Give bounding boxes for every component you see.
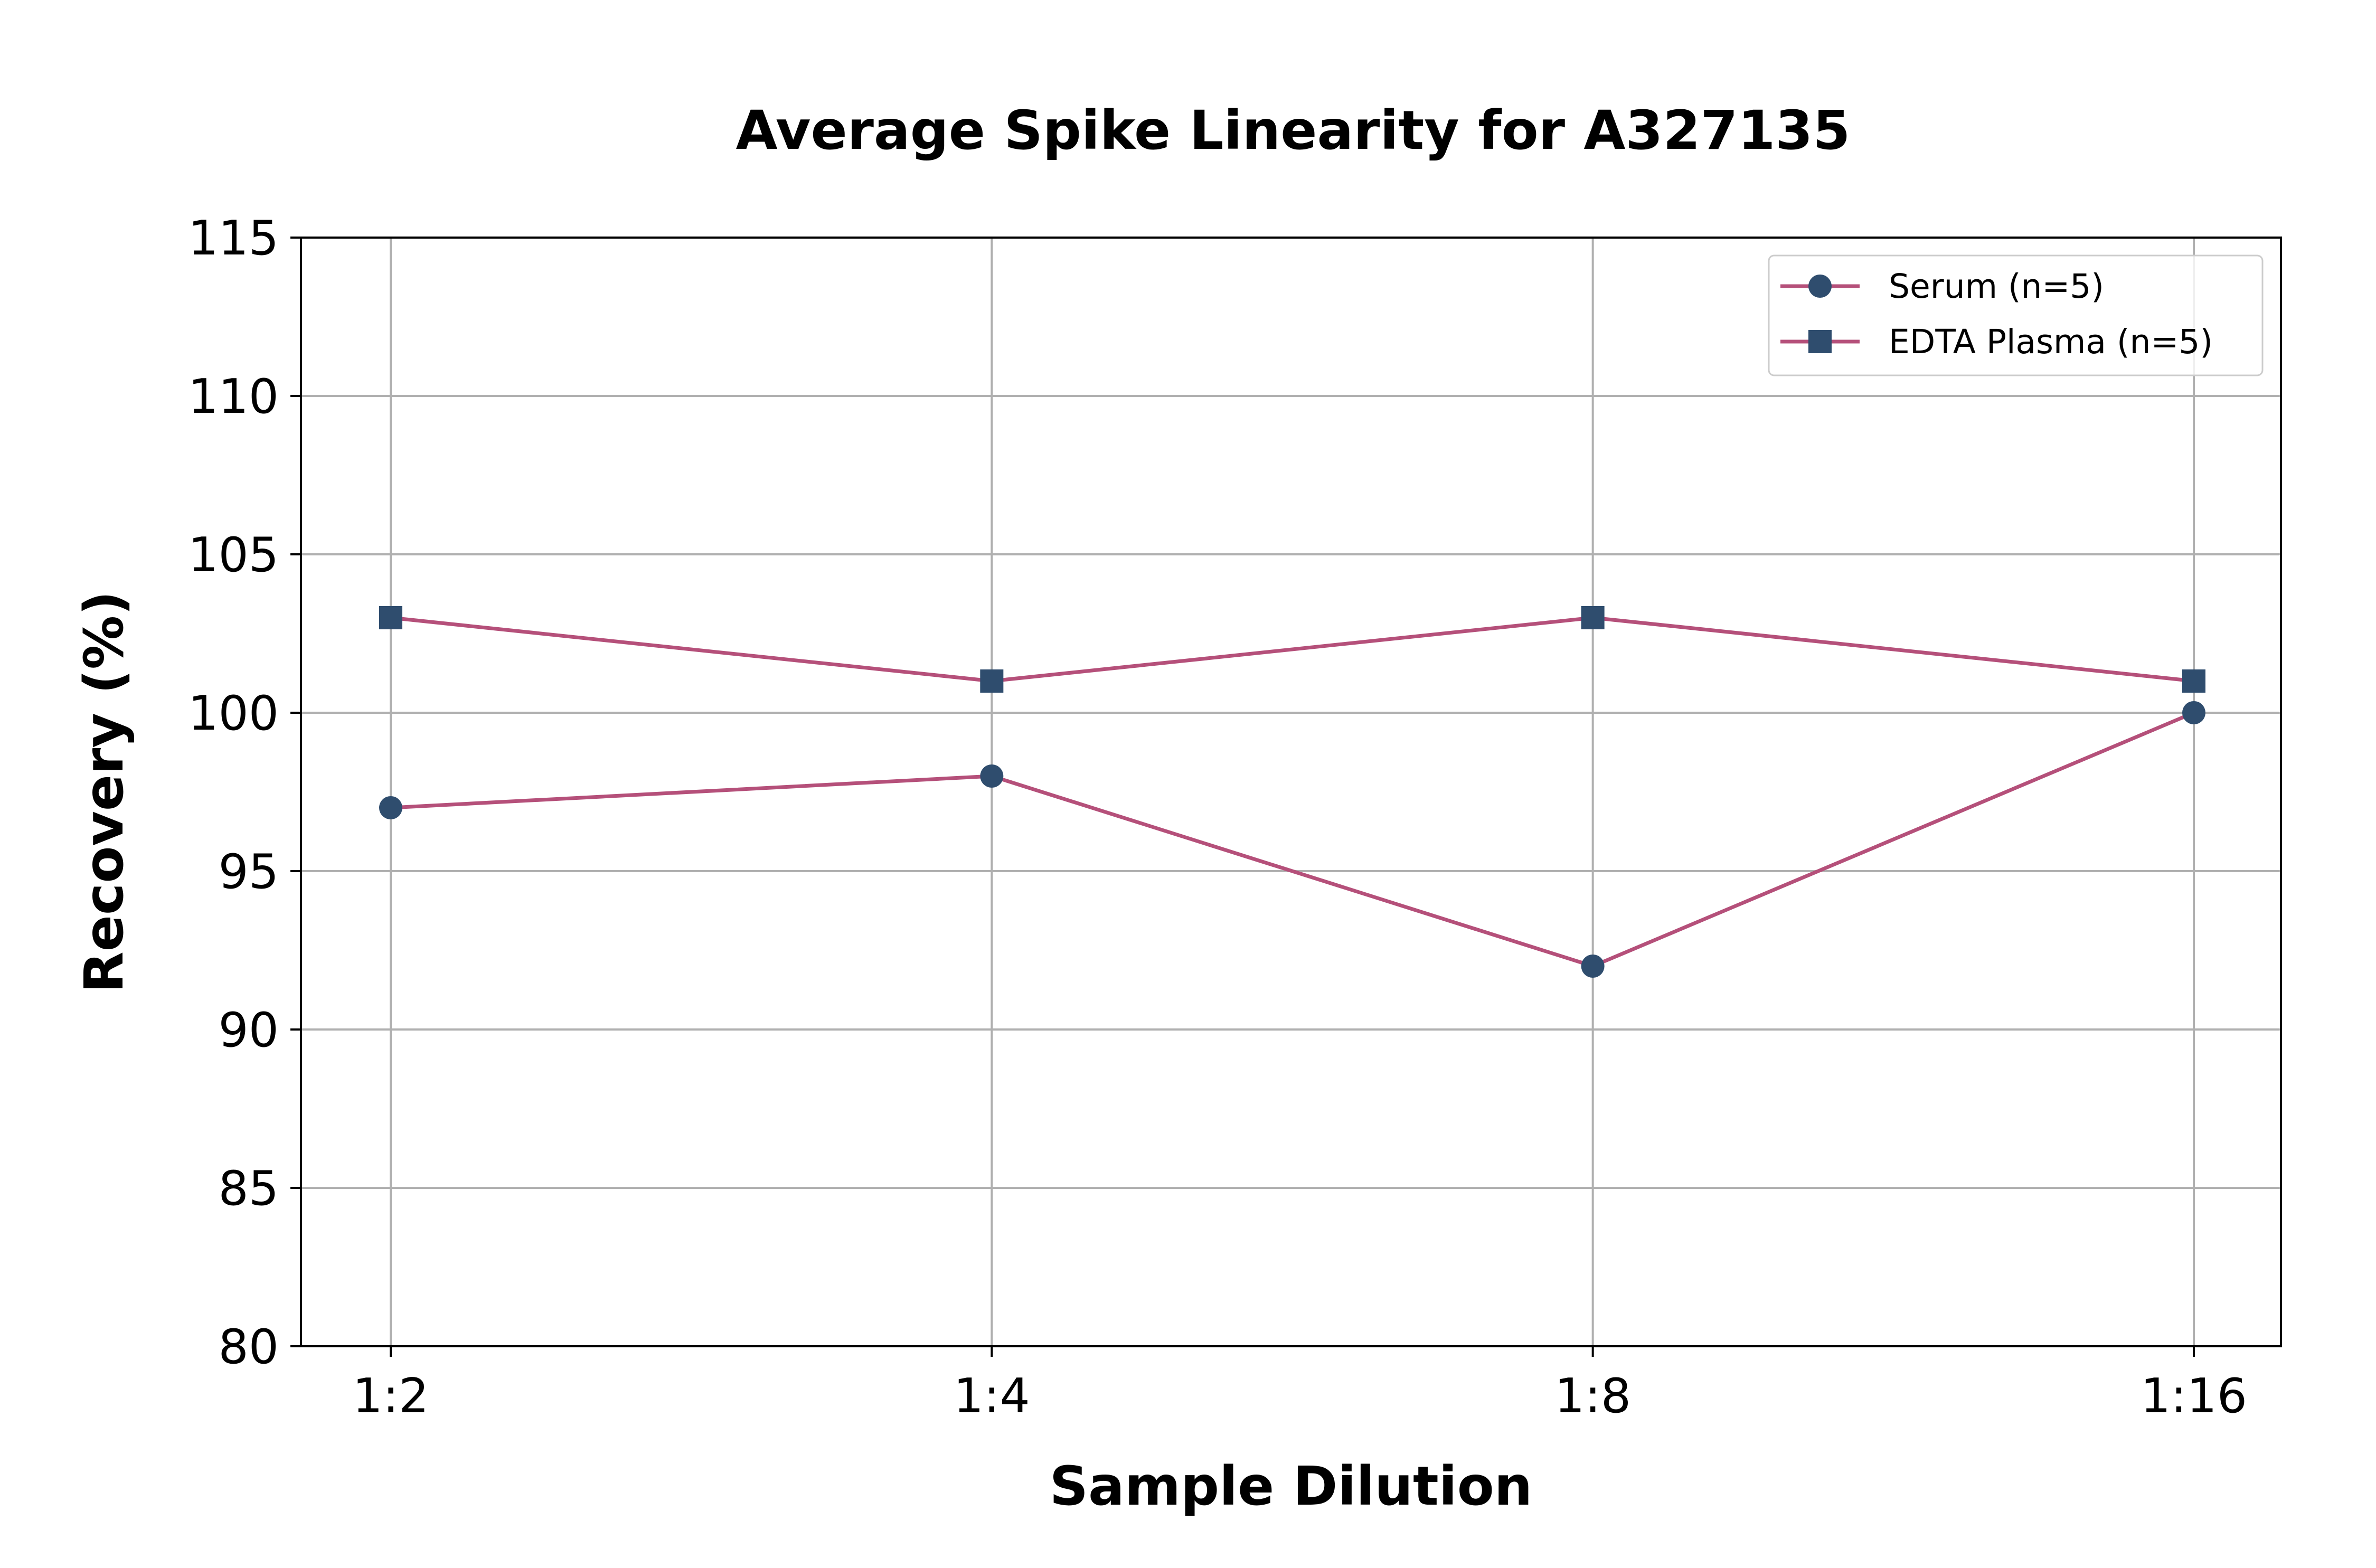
y-tick-label: 80: [218, 1319, 279, 1375]
data-point-square: [379, 606, 402, 629]
data-point-square: [1581, 606, 1605, 629]
series-serum: [379, 701, 2205, 978]
legend-square-marker: [1808, 330, 1832, 353]
legend-item-edta-plasma: EDTA Plasma (n=5): [1780, 323, 2213, 361]
data-point-circle: [1581, 955, 1605, 978]
y-tick-label: 110: [188, 369, 279, 424]
x-axis-label: Sample Dilution: [1050, 1455, 1533, 1518]
legend: Serum (n=5) EDTA Plasma (n=5): [1768, 254, 2264, 376]
y-tick-label: 115: [188, 211, 279, 266]
chart-title: Average Spike Linearity for A327135: [736, 99, 1851, 162]
grid-lines: [301, 237, 2281, 1347]
legend-box: [1768, 254, 2264, 376]
y-tick-label: 105: [188, 527, 279, 583]
y-tick-label: 90: [218, 1003, 279, 1058]
data-point-circle: [2182, 701, 2205, 724]
y-tick-label: 95: [218, 844, 279, 900]
data-point-circle: [379, 796, 402, 819]
series-line: [390, 616, 2194, 683]
data-point-square: [2182, 669, 2205, 693]
y-tick-label: 100: [188, 686, 279, 741]
series-edta-plasma: [379, 606, 2205, 693]
x-tick-label: 1:16: [2141, 1368, 2247, 1424]
series-line: [390, 711, 2195, 968]
y-axis-label: Recovery (%): [73, 591, 136, 993]
series-layer: [379, 606, 2205, 978]
y-axis-ticks: 80 85 90 95 100 105 110 115: [188, 211, 301, 1375]
data-point-square: [980, 669, 1004, 693]
x-axis-ticks: 1:2 1:4 1:8 1:16: [353, 1346, 2247, 1424]
x-tick-label: 1:8: [1554, 1368, 1631, 1424]
y-tick-label: 85: [218, 1161, 279, 1216]
legend-label-serum: Serum (n=5): [1889, 267, 2104, 306]
legend-label-edta-plasma: EDTA Plasma (n=5): [1889, 323, 2213, 361]
legend-item-serum: Serum (n=5): [1780, 267, 2104, 306]
data-point-circle: [980, 764, 1004, 788]
plot-frame: [300, 237, 2282, 1347]
x-tick-label: 1:2: [353, 1368, 429, 1424]
legend-circle-marker: [1808, 275, 1832, 298]
x-tick-label: 1:4: [954, 1368, 1030, 1424]
